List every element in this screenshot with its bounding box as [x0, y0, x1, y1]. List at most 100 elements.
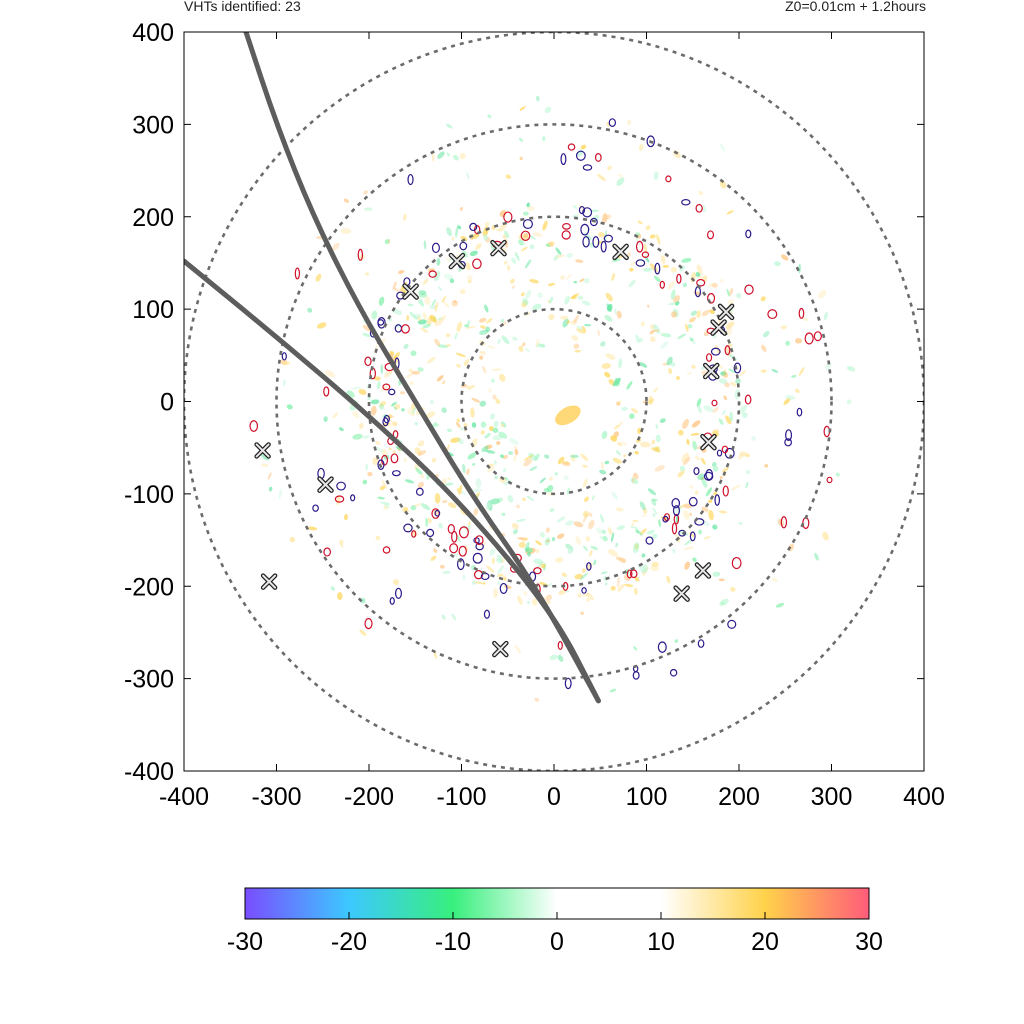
field-speckle [822, 531, 829, 541]
field-speckle [641, 569, 645, 574]
field-speckle [519, 106, 526, 111]
field-speckle [730, 381, 737, 387]
field-speckle [742, 412, 748, 418]
field-speckle [751, 436, 757, 441]
vht-marker [612, 243, 629, 261]
y-tick-label: 200 [132, 204, 174, 232]
field-speckle [623, 583, 634, 588]
field-speckle [785, 340, 791, 346]
field-speckle [679, 465, 685, 472]
contour-cell [560, 153, 567, 166]
field-speckle [500, 423, 505, 428]
field-speckle [629, 267, 634, 272]
field-speckle [402, 213, 407, 222]
field-speckle [442, 380, 446, 385]
field-speckle [540, 563, 546, 569]
field-speckle [437, 344, 448, 348]
field-speckle [588, 550, 593, 557]
field-speckle [835, 472, 840, 477]
contour-cell [802, 517, 810, 529]
field-speckle [364, 207, 373, 211]
field-speckle [638, 143, 644, 152]
field-speckle [371, 310, 378, 320]
field-speckle [655, 424, 658, 429]
field-speckle [738, 522, 743, 525]
field-speckle [599, 513, 605, 523]
field-speckle [351, 411, 359, 417]
field-speckle [682, 456, 691, 466]
field-speckle [522, 298, 529, 306]
field-speckle [417, 367, 424, 372]
contour-cell [447, 523, 455, 534]
field-speckle [522, 211, 529, 216]
contour-cell [641, 251, 650, 258]
field-speckle [634, 543, 639, 550]
field-speckle [516, 504, 521, 509]
field-speckle [456, 321, 463, 332]
contour-cell [557, 640, 563, 651]
field-speckle [372, 457, 379, 466]
field-speckle [454, 332, 458, 340]
field-speckle [728, 368, 737, 374]
field-speckle [411, 407, 417, 415]
field-speckle [671, 311, 677, 318]
field-speckle [726, 288, 730, 297]
field-speckle [501, 335, 510, 345]
field-speckle [504, 260, 508, 265]
field-speckle [689, 318, 694, 323]
field-speckle [785, 395, 796, 400]
field-speckle [482, 582, 486, 585]
contour-cell [669, 668, 678, 677]
contour-cell [645, 536, 654, 545]
field-speckle [555, 247, 562, 256]
field-speckle [537, 292, 543, 298]
field-speckle [701, 457, 706, 465]
field-speckle [579, 572, 588, 581]
field-speckle [523, 459, 533, 467]
field-speckle [424, 296, 431, 306]
contour-cell [721, 445, 729, 454]
field-speckle [604, 371, 611, 378]
field-speckle [570, 319, 578, 326]
colorbar-tick-label: -10 [435, 928, 471, 956]
field-speckle [761, 344, 767, 352]
field-speckle [332, 242, 340, 251]
contour-cell [377, 319, 385, 326]
field-speckle [518, 239, 524, 246]
field-speckle [505, 174, 511, 179]
contour-cell [382, 546, 391, 554]
field-speckle [553, 254, 560, 261]
contour-cell [520, 230, 531, 242]
contour-cell [449, 543, 459, 554]
field-speckle [616, 177, 625, 186]
field-speckle [514, 251, 520, 262]
field-speckle [574, 349, 581, 353]
field-speckle [655, 434, 661, 443]
field-speckle [590, 546, 599, 550]
field-speckle [573, 314, 579, 324]
field-speckle [359, 629, 367, 636]
field-speckle [375, 440, 381, 445]
field-speckle [633, 472, 639, 480]
field-speckle [466, 320, 470, 328]
field-speckle [670, 266, 677, 273]
field-speckle [470, 407, 475, 418]
field-speckle [718, 364, 724, 369]
field-speckle [376, 381, 381, 390]
field-speckle [362, 332, 371, 337]
field-speckle [718, 418, 724, 425]
field-speckle [489, 413, 496, 420]
contour-cell [472, 258, 482, 270]
field-speckle [523, 454, 534, 461]
vht-marker [694, 562, 712, 579]
field-speckle [791, 374, 797, 378]
field-speckle [690, 432, 700, 436]
field-speckle [581, 325, 587, 332]
field-speckle [635, 529, 640, 534]
field-speckle [583, 496, 589, 502]
field-speckle [623, 574, 631, 582]
field-speckle [393, 352, 400, 360]
field-speckle [446, 152, 450, 157]
field-speckle [611, 491, 618, 500]
field-speckle [549, 241, 554, 247]
